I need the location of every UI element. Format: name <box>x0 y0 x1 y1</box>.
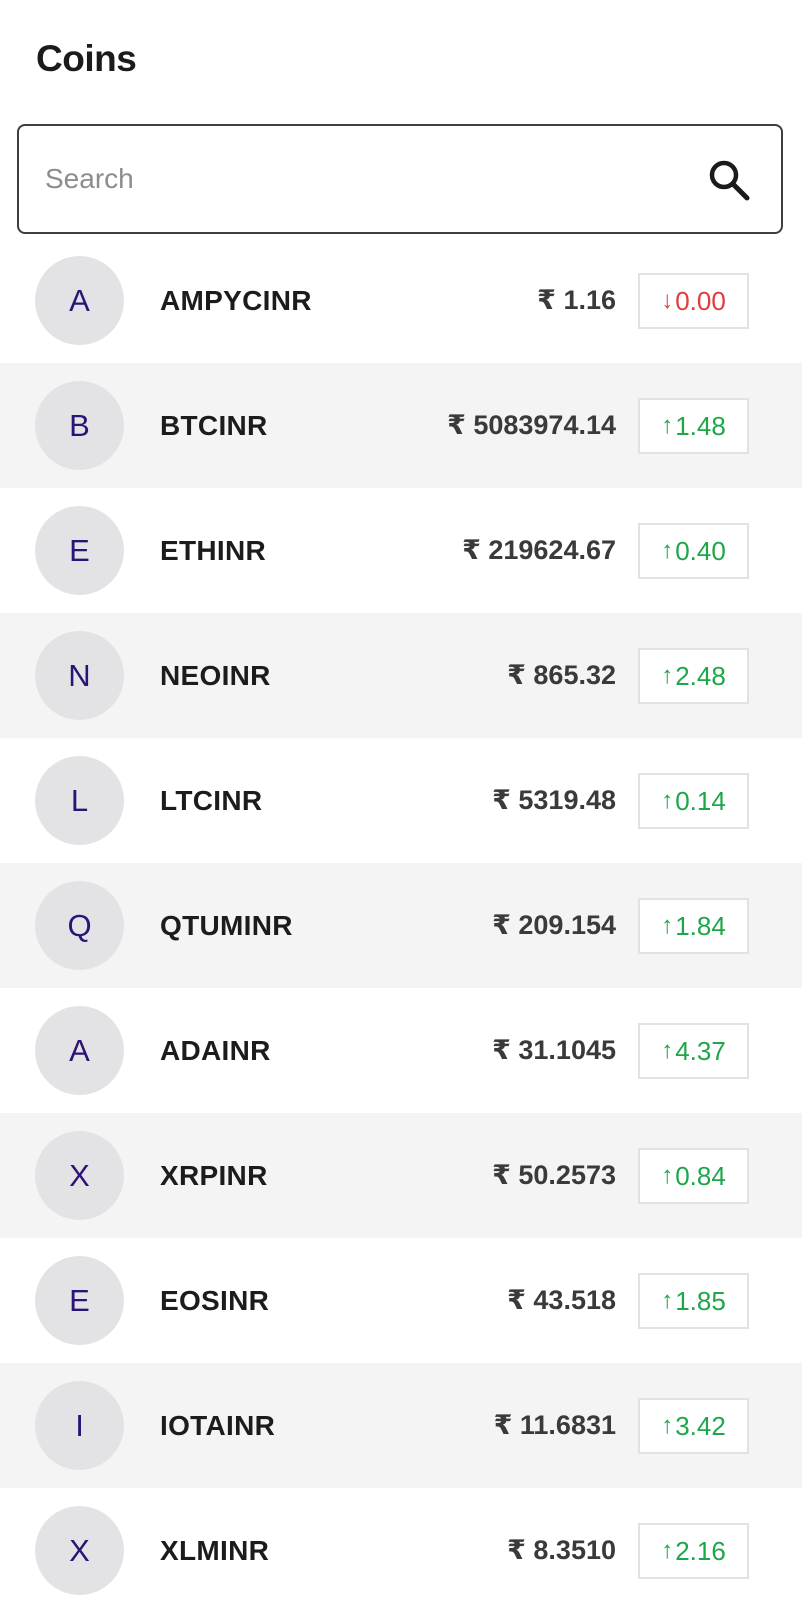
coin-price: ₹ 8.3510 <box>507 1535 616 1565</box>
coin-symbol: NEOINR <box>160 660 271 691</box>
coin-price: ₹ 209.154 <box>492 910 616 940</box>
coin-symbol: IOTAINR <box>160 1410 276 1441</box>
coin-change-value: 2.16 <box>675 1535 726 1566</box>
coin-symbol: LTCINR <box>160 785 263 816</box>
coin-avatar: I <box>35 1381 124 1470</box>
coin-avatar: E <box>35 1256 124 1345</box>
coin-avatar: X <box>35 1131 124 1220</box>
coin-symbol: EOSINR <box>160 1285 270 1316</box>
coin-avatar: B <box>35 381 124 470</box>
coin-change-badge: ↑ 2.16 <box>638 1523 749 1579</box>
coin-list: A AMPYCINR ₹ 1.16 ↓ 0.00 B BTCINR ₹ 5083… <box>0 238 802 1600</box>
coin-avatar: A <box>35 256 124 345</box>
coin-row[interactable]: B BTCINR ₹ 5083974.14 ↑ 1.48 <box>0 363 802 488</box>
coin-change-value: 0.40 <box>675 535 726 566</box>
coin-price: ₹ 5319.48 <box>492 785 616 815</box>
change-arrow-icon: ↑ <box>661 1037 674 1064</box>
coin-change-badge: ↑ 0.14 <box>638 773 749 829</box>
coin-change-badge: ↑ 2.48 <box>638 648 749 704</box>
coin-avatar: N <box>35 631 124 720</box>
search-input[interactable] <box>45 126 685 232</box>
change-arrow-icon: ↑ <box>661 1287 674 1314</box>
coin-row[interactable]: E EOSINR ₹ 43.518 ↑ 1.85 <box>0 1238 802 1363</box>
change-arrow-icon: ↑ <box>661 1412 674 1439</box>
search-box[interactable] <box>17 124 783 234</box>
coin-row[interactable]: N NEOINR ₹ 865.32 ↑ 2.48 <box>0 613 802 738</box>
coin-avatar: E <box>35 506 124 595</box>
coin-change-badge: ↑ 1.48 <box>638 398 749 454</box>
change-arrow-icon: ↑ <box>661 1537 674 1564</box>
coin-avatar: A <box>35 1006 124 1095</box>
coin-change-value: 1.85 <box>675 1285 726 1316</box>
coin-price: ₹ 219624.67 <box>462 535 616 565</box>
coin-row[interactable]: X XRPINR ₹ 50.2573 ↑ 0.84 <box>0 1113 802 1238</box>
coin-price: ₹ 865.32 <box>507 660 616 690</box>
coin-price: ₹ 5083974.14 <box>447 410 616 440</box>
change-arrow-icon: ↑ <box>661 787 674 814</box>
coin-row[interactable]: A AMPYCINR ₹ 1.16 ↓ 0.00 <box>0 238 802 363</box>
coin-change-value: 1.48 <box>675 410 726 441</box>
coin-price: ₹ 43.518 <box>507 1285 616 1315</box>
coin-symbol: BTCINR <box>160 410 268 441</box>
coin-symbol: ADAINR <box>160 1035 271 1066</box>
change-arrow-icon: ↑ <box>661 412 674 439</box>
coin-price: ₹ 1.16 <box>537 285 616 315</box>
coin-symbol: XRPINR <box>160 1160 268 1191</box>
coin-row[interactable]: I IOTAINR ₹ 11.6831 ↑ 3.42 <box>0 1363 802 1488</box>
coin-change-badge: ↑ 0.40 <box>638 523 749 579</box>
coin-symbol: AMPYCINR <box>160 285 312 316</box>
coin-change-value: 0.14 <box>675 785 726 816</box>
change-arrow-icon: ↓ <box>661 287 674 314</box>
coin-row[interactable]: Q QTUMINR ₹ 209.154 ↑ 1.84 <box>0 863 802 988</box>
coin-row[interactable]: L LTCINR ₹ 5319.48 ↑ 0.14 <box>0 738 802 863</box>
coin-symbol: ETHINR <box>160 535 267 566</box>
coin-avatar: X <box>35 1506 124 1595</box>
change-arrow-icon: ↑ <box>661 662 674 689</box>
coin-row[interactable]: X XLMINR ₹ 8.3510 ↑ 2.16 <box>0 1488 802 1600</box>
coin-avatar: Q <box>35 881 124 970</box>
coin-change-badge: ↑ 4.37 <box>638 1023 749 1079</box>
page-title: Coins <box>36 38 137 79</box>
change-arrow-icon: ↑ <box>661 537 674 564</box>
coin-row[interactable]: A ADAINR ₹ 31.1045 ↑ 4.37 <box>0 988 802 1113</box>
coin-price: ₹ 11.6831 <box>493 1410 616 1440</box>
coin-change-badge: ↑ 3.42 <box>638 1398 749 1454</box>
coin-change-value: 0.84 <box>675 1160 726 1191</box>
coin-row[interactable]: E ETHINR ₹ 219624.67 ↑ 0.40 <box>0 488 802 613</box>
coin-change-badge: ↑ 1.85 <box>638 1273 749 1329</box>
coin-change-value: 0.00 <box>675 285 726 316</box>
coin-symbol: XLMINR <box>160 1535 270 1566</box>
coin-change-value: 1.84 <box>675 910 726 941</box>
coin-change-badge: ↑ 0.84 <box>638 1148 749 1204</box>
search-icon[interactable] <box>707 158 751 202</box>
coin-change-badge: ↑ 1.84 <box>638 898 749 954</box>
coin-change-badge: ↓ 0.00 <box>638 273 749 329</box>
change-arrow-icon: ↑ <box>661 912 674 939</box>
coin-price: ₹ 31.1045 <box>492 1035 616 1065</box>
coin-change-value: 3.42 <box>675 1410 726 1441</box>
coin-avatar: L <box>35 756 124 845</box>
change-arrow-icon: ↑ <box>661 1162 674 1189</box>
coin-change-value: 2.48 <box>675 660 726 691</box>
coin-change-value: 4.37 <box>675 1035 726 1066</box>
coin-symbol: QTUMINR <box>160 910 293 941</box>
coin-price: ₹ 50.2573 <box>492 1160 616 1190</box>
